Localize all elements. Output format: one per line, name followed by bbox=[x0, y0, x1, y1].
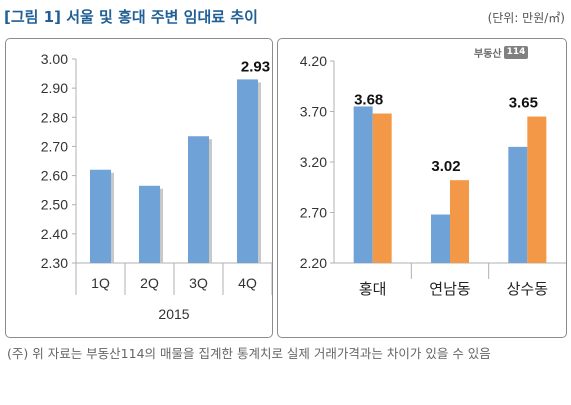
logo-text: 부동산 bbox=[474, 48, 502, 60]
y-tick-label: 4.20 bbox=[300, 53, 327, 69]
x-tick-label: 연남동 bbox=[429, 281, 471, 298]
bar-value-label: 2.93 bbox=[241, 58, 270, 75]
bar-value-label: 3.65 bbox=[509, 95, 538, 112]
bar-value-label: 3.02 bbox=[431, 158, 460, 175]
y-tick-label: 2.80 bbox=[41, 109, 68, 125]
quarterly-rent-chart: 2.30 2.40 2.50 2.60 2.70 2.80 2.90 3.00 2.93 1Q 2Q… bbox=[41, 51, 272, 322]
y-tick-label: 3.70 bbox=[300, 104, 327, 120]
bar bbox=[237, 79, 258, 264]
bar bbox=[188, 136, 209, 263]
bar-series-1 bbox=[431, 214, 450, 263]
bar-series-1 bbox=[353, 106, 373, 263]
x-axis-label: 2015 bbox=[158, 306, 189, 322]
y-tick-label: 2.50 bbox=[41, 197, 68, 213]
y-tick-label: 2.70 bbox=[300, 205, 327, 221]
y-tick-label: 3.20 bbox=[300, 154, 327, 170]
bar-series-2 bbox=[372, 113, 392, 264]
y-tick-label: 2.90 bbox=[41, 80, 68, 96]
y-tick-label: 2.60 bbox=[41, 168, 68, 184]
unit-label: (단위: 만원/㎡) bbox=[487, 11, 565, 25]
y-tick-label: 2.30 bbox=[41, 255, 68, 271]
area-rent-chart-panel: 2.20 2.70 3.20 3.70 4.20 3.68 3.02 3.65 홍대 연남동 상수동… bbox=[277, 38, 567, 338]
chart-title: [그림 1] 서울 및 홍대 주변 임대료 추이 bbox=[4, 8, 258, 26]
x-tick-label: 상수동 bbox=[507, 281, 549, 298]
bar-series-2 bbox=[450, 180, 469, 263]
area-rent-chart: 2.20 2.70 3.20 3.70 4.20 3.68 3.02 3.65 홍대 연남동 상수동 bbox=[300, 53, 566, 298]
bar-series-2 bbox=[527, 116, 547, 263]
y-tick-label: 2.20 bbox=[300, 255, 327, 271]
logo-tag: 114 bbox=[503, 45, 529, 59]
quarterly-rent-chart-panel: 2.30 2.40 2.50 2.60 2.70 2.80 2.90 3.00 2.93 1Q 2Q… bbox=[5, 38, 273, 338]
footnote: (주) 위 자료는 부동산114의 매물을 집계한 통계치로 실제 거래가격과는… bbox=[7, 346, 491, 361]
bar bbox=[139, 185, 160, 263]
y-tick-label: 2.70 bbox=[41, 138, 68, 154]
y-tick-label: 2.40 bbox=[41, 226, 68, 242]
x-tick-label: 4Q bbox=[238, 275, 257, 291]
y-tick-label: 3.00 bbox=[41, 51, 68, 67]
brand-logo: 부동산 114 bbox=[474, 45, 529, 60]
x-tick-label: 1Q bbox=[91, 275, 110, 291]
x-tick-label: 3Q bbox=[189, 275, 208, 291]
x-tick-label: 홍대 bbox=[359, 280, 387, 298]
bar-value-label: 3.68 bbox=[354, 92, 383, 109]
x-tick-label: 2Q bbox=[140, 275, 159, 291]
bar bbox=[90, 169, 111, 263]
bar-series-1 bbox=[508, 146, 528, 263]
